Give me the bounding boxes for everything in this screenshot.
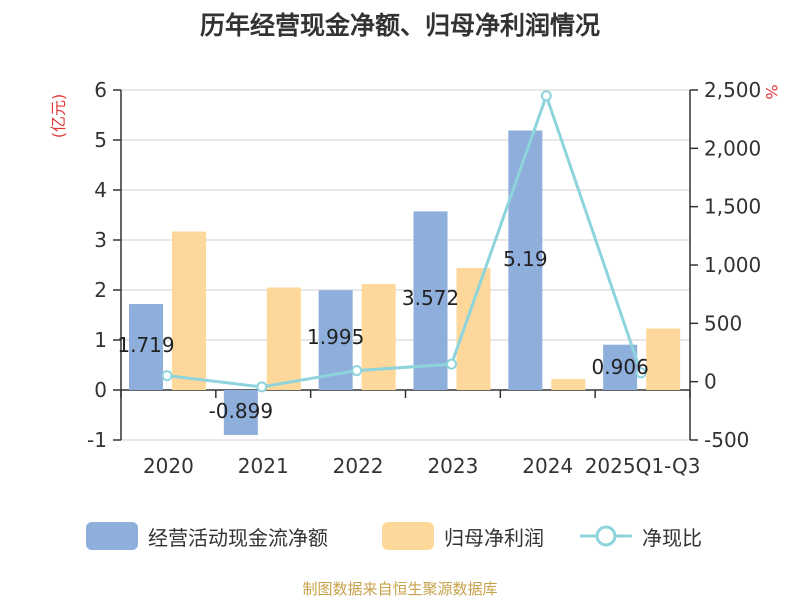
chart-canvas: -1 0 1 2 3 4 5 6 -500 0 500 1,000 1,500 2,000 2,500 (亿元… — [49, 78, 781, 478]
data-label-ocf: -0.899 — [209, 399, 273, 423]
ratio-point — [540, 90, 552, 102]
bar-profit — [646, 328, 681, 390]
y-left-tick-label: -1 — [87, 428, 107, 452]
y-left-tick-label: 4 — [94, 178, 107, 202]
y-right-tick-label: 2,000 — [704, 136, 761, 160]
x-tick-label: 2020 — [143, 454, 194, 478]
bar-ocf — [129, 304, 163, 390]
y-left-tick-label: 6 — [94, 78, 107, 102]
data-label-ocf: 1.995 — [307, 325, 364, 349]
legend-label-ratio: 净现比 — [642, 525, 702, 550]
y-right-tick-label: 1,000 — [704, 253, 761, 277]
ratio-point — [446, 358, 457, 370]
legend-label-ocf: 经营活动现金流净额 — [148, 525, 328, 550]
ratio-point — [256, 381, 268, 393]
ratio-line — [166, 91, 643, 389]
y-left-tick-label: 1 — [94, 328, 107, 352]
bar-profit — [551, 379, 586, 390]
ratio-point — [635, 367, 647, 379]
bar-profit — [172, 231, 206, 390]
legend-swatch-profit — [382, 522, 434, 550]
ratio-point — [161, 370, 173, 382]
legend-swatch-ocf — [86, 522, 138, 550]
y-right-tick-label: 0 — [704, 370, 717, 394]
x-tick-label: 2024 — [522, 454, 573, 478]
bar-profit — [456, 268, 491, 390]
y-right-tick-label: 1,500 — [704, 195, 761, 219]
y-left-tick-label: 2 — [94, 278, 107, 302]
bar-profit — [266, 287, 301, 390]
y-left-tick-label: 0 — [94, 378, 107, 402]
source-note: 制图数据来自恒生聚源数据库 — [302, 580, 498, 598]
bar-profit — [361, 284, 396, 390]
chart-legend: 经营活动现金流净额 归母净利润 净现比 — [0, 516, 800, 556]
chart-title: 历年经营现金净额、归母净利润情况 — [199, 11, 600, 40]
bar-ocf — [413, 211, 448, 390]
x-tick-label: 2021 — [238, 454, 289, 478]
data-label-ocf: 3.572 — [402, 286, 459, 310]
legend-item-profit[interactable]: 归母净利润 — [382, 516, 544, 556]
legend-item-ocf[interactable]: 经营活动现金流净额 — [86, 516, 328, 556]
y-right-axis-unit: % — [762, 84, 781, 99]
ratio-point — [351, 365, 363, 377]
y-right-tick-label: -500 — [704, 428, 749, 452]
y-right-tick-label: 2,500 — [704, 78, 761, 102]
x-tick-label: 2023 — [427, 454, 478, 478]
data-label-ocf: 5.19 — [503, 247, 548, 271]
y-right-tick-label: 500 — [704, 311, 742, 335]
y-left-tick-label: 5 — [94, 128, 107, 152]
x-tick-label: 2022 — [333, 454, 384, 478]
x-tick-label: 2025Q1-Q3 — [585, 454, 701, 478]
bar-ocf — [223, 390, 258, 435]
bar-ocf — [603, 344, 638, 390]
y-left-axis-unit: (亿元) — [49, 94, 68, 139]
legend-label-profit: 归母净利润 — [444, 525, 544, 550]
legend-line-marker-icon — [580, 525, 632, 547]
data-label-ocf: 0.906 — [592, 355, 649, 379]
bar-ocf — [508, 130, 543, 390]
y-left-tick-label: 3 — [94, 228, 107, 252]
data-label-ocf: 1.719 — [117, 333, 174, 357]
legend-item-ratio[interactable]: 净现比 — [580, 516, 702, 556]
